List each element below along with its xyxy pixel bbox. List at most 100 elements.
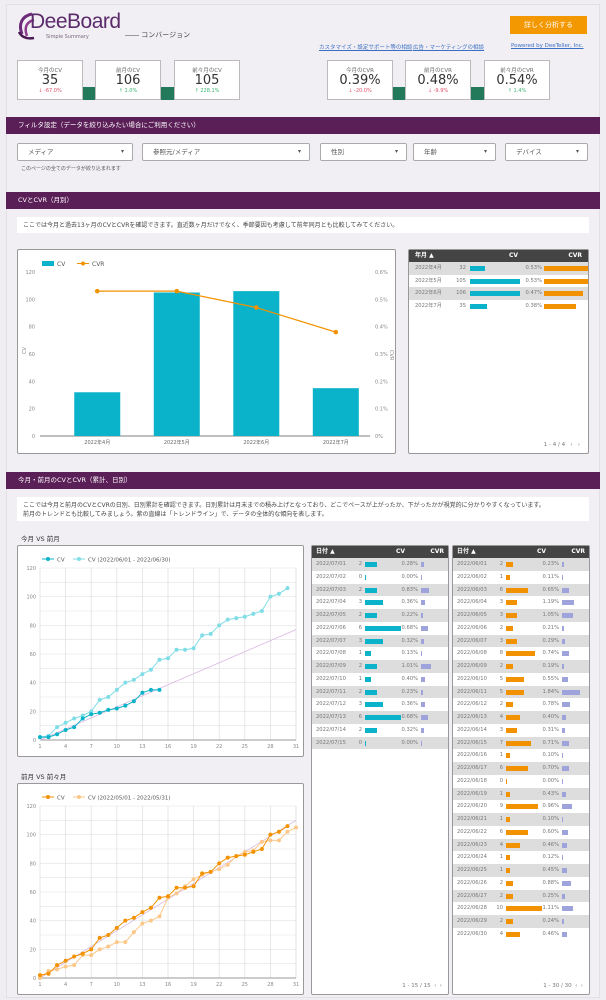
cv-bar [506, 804, 539, 810]
previous-series-point [268, 594, 273, 599]
source-medium-select[interactable]: 参照元/メディア ▾ [142, 143, 310, 161]
next-page-icon[interactable]: › [580, 983, 583, 989]
col-cvr-header[interactable]: CVR [568, 252, 582, 259]
table-row[interactable]: 2022/07/10 1 0.40% [312, 673, 448, 686]
gender-select[interactable]: 性別 ▾ [320, 143, 407, 161]
prev-page-icon[interactable]: ‹ [575, 983, 578, 989]
col-date-header[interactable]: 日付 ▲ [316, 548, 335, 555]
table-row[interactable]: 2022/06/05 3 1.05% [453, 609, 589, 622]
table-row[interactable]: 2022/07/15 0 0.00% [312, 736, 448, 750]
table-row[interactable]: 2022/06/16 1 0.10% [453, 749, 589, 762]
table-row[interactable]: 2022年6月 106 0.47% [409, 287, 588, 300]
table-row[interactable]: 2022/06/04 3 1.19% [453, 596, 589, 609]
prev-page-icon[interactable]: ‹ [434, 983, 437, 989]
cvr-bar [562, 600, 574, 606]
table-row[interactable]: 2022/06/25 1 0.45% [453, 864, 589, 877]
table-row[interactable]: 2022/06/18 0 0.00% [453, 775, 589, 788]
table-row[interactable]: 2022/07/12 3 0.36% [312, 698, 448, 711]
table-row[interactable]: 2022/06/09 2 0.19% [453, 660, 589, 673]
col-cvr-header[interactable]: CVR [430, 548, 444, 555]
table-row[interactable]: 2022/07/07 3 0.32% [312, 634, 448, 648]
table-row[interactable]: 2022/06/11 5 1.84% [453, 685, 589, 699]
date-cell: 2022/07/10 [316, 675, 346, 682]
table-row[interactable]: 2022/06/02 1 0.11% [453, 571, 589, 584]
previous-series-point [123, 680, 128, 685]
next-page-icon[interactable]: › [577, 442, 580, 448]
x-tick-label: 28 [267, 982, 273, 988]
col-cv-header[interactable]: CV [396, 548, 406, 555]
pagination-range: 1 - 15 / 15 [402, 983, 431, 989]
age-select[interactable]: 年齢 ▾ [413, 143, 496, 161]
table-row[interactable]: 2022/06/24 1 0.12% [453, 851, 589, 864]
dropdown-caret-icon: ▾ [575, 148, 579, 155]
current-series-point [251, 849, 256, 854]
current-series-point [242, 852, 247, 857]
table-row[interactable]: 2022/06/23 4 0.46% [453, 838, 589, 852]
table-row[interactable]: 2022/06/30 4 0.46% [453, 928, 589, 941]
table-row[interactable]: 2022/07/09 2 1.01% [312, 660, 448, 673]
table-row[interactable]: 2022/06/17 6 0.70% [453, 762, 589, 775]
cv-cell: 6 [358, 624, 362, 631]
cv-bar [506, 574, 510, 580]
table-row[interactable]: 2022/07/05 2 0.22% [312, 609, 448, 622]
table-row[interactable]: 2022/06/08 8 0.74% [453, 647, 589, 660]
date-cell: 2022/06/27 [457, 892, 487, 899]
device-select[interactable]: デバイス ▾ [505, 143, 588, 161]
table-row[interactable]: 2022/06/06 2 0.21% [453, 622, 589, 635]
table-row[interactable]: 2022/07/02 0 0.00% [312, 571, 448, 584]
col-cvr-header[interactable]: CVR [571, 548, 585, 555]
table-row[interactable]: 2022/07/03 2 0.83% [312, 583, 448, 597]
cv-cell: 2 [358, 726, 362, 733]
cvr-bar [421, 638, 425, 644]
table-row[interactable]: 2022/07/14 2 0.32% [312, 724, 448, 737]
table-row[interactable]: 2022/06/14 3 0.31% [453, 724, 589, 737]
table-row[interactable]: 2022年4月 32 0.53% [409, 262, 588, 275]
cvr-cell: 0.68% [401, 714, 418, 720]
table-row[interactable]: 2022/06/15 7 0.71% [453, 736, 589, 750]
powered-by-link[interactable]: Powered by DeeTeller, Inc. [511, 43, 584, 49]
table-row[interactable]: 2022年5月 105 0.53% [409, 275, 588, 288]
table-row[interactable]: 2022/06/19 1 0.43% [453, 787, 589, 801]
cv-bar [506, 651, 535, 657]
table-row[interactable]: 2022/06/13 4 0.40% [453, 711, 589, 724]
cv-bar [506, 753, 510, 759]
table-row[interactable]: 2022年7月 35 0.38% [409, 300, 588, 313]
table-row[interactable]: 2022/06/07 3 0.29% [453, 634, 589, 648]
table-row[interactable]: 2022/06/21 1 0.10% [453, 813, 589, 826]
table-row[interactable]: 2022/07/08 1 0.13% [312, 647, 448, 660]
kpi-value: 35 [41, 73, 59, 88]
table-row[interactable]: 2022/07/13 6 0.68% [312, 711, 448, 724]
y2-tick-label: 0.2% [375, 379, 388, 385]
table-row[interactable]: 2022/06/01 2 0.23% [453, 558, 589, 571]
next-page-icon[interactable]: › [439, 983, 442, 989]
media-select[interactable]: メディア ▾ [17, 143, 133, 161]
table-row[interactable]: 2022/07/06 6 0.68% [312, 622, 448, 635]
table-row[interactable]: 2022/07/01 2 0.28% [312, 558, 448, 571]
col-cv-header[interactable]: CV [537, 548, 547, 555]
table-row[interactable]: 2022/06/22 6 0.60% [453, 826, 589, 839]
cvr-cell: 0.23% [401, 688, 418, 695]
current-series-point [63, 958, 68, 963]
table-row[interactable]: 2022/07/11 2 0.23% [312, 685, 448, 699]
previous-series-point [140, 921, 145, 926]
table-row[interactable]: 2022/06/26 2 0.88% [453, 877, 589, 890]
prev-page-icon[interactable]: ‹ [570, 442, 573, 448]
cvr-cell: 0.55% [542, 675, 559, 682]
table-row[interactable]: 2022/06/20 9 0.96% [453, 800, 589, 813]
table-row[interactable]: 2022/06/29 2 0.24% [453, 915, 589, 928]
analyze-button[interactable]: 詳しく分析する [510, 16, 587, 34]
table-row[interactable]: 2022/06/27 2 0.25% [453, 889, 589, 903]
col-month-header[interactable]: 年月 ▲ [415, 252, 434, 259]
col-cv-header[interactable]: CV [509, 252, 519, 259]
table-row[interactable]: 2022/06/03 6 0.65% [453, 583, 589, 597]
col-date-header[interactable]: 日付 ▲ [457, 548, 476, 555]
table-row[interactable]: 2022/07/04 3 0.36% [312, 596, 448, 609]
table-row[interactable]: 2022/06/12 2 0.78% [453, 698, 589, 711]
marketing-link[interactable]: 広告・マーケティングの相談 [413, 45, 485, 51]
support-link[interactable]: カスタマイズ・設定サポート等の相談 [319, 45, 413, 51]
x-tick-label: 7 [90, 982, 93, 988]
daily-section-header: 今月・前月のCVとCVR（累計、日別） [6, 472, 600, 489]
previous-series-point [191, 646, 196, 651]
table-row[interactable]: 2022/06/28 10 1.11% [453, 902, 589, 915]
table-row[interactable]: 2022/06/10 5 0.55% [453, 673, 589, 686]
